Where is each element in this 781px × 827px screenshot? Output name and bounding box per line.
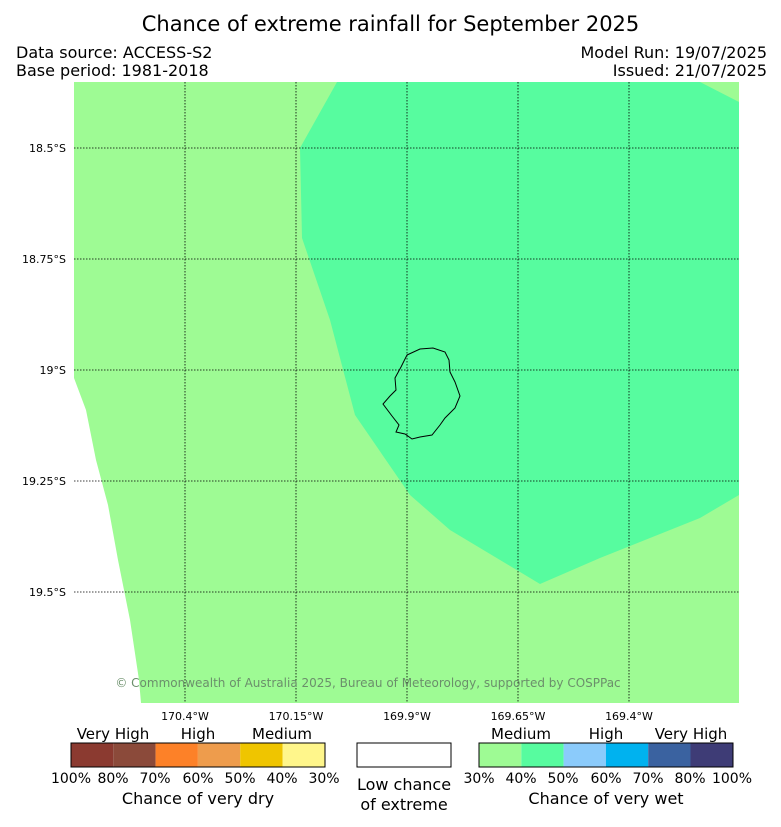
issued-date: Issued: 21/07/2025 bbox=[612, 61, 767, 80]
legend-dry-tick: 40% bbox=[266, 771, 297, 787]
legend-wet-frame bbox=[478, 742, 734, 768]
legend-low: Low chance of extreme bbox=[356, 742, 452, 814]
legend-wet-tick: 30% bbox=[463, 771, 494, 787]
legend-wet-tick: 40% bbox=[505, 771, 536, 787]
legend-wet-swatch bbox=[690, 743, 733, 767]
legend-dry-header: Very High bbox=[77, 725, 150, 743]
legend-wet-title: Chance of very wet bbox=[528, 789, 683, 808]
legend-wet-swatch bbox=[479, 743, 522, 767]
legend-dry: Very High High Medium 100% 80% 70% 60% 5… bbox=[51, 725, 340, 808]
longitude-labels: 170.4°W 170.15°W 169.9°W 169.65°W 169.4°… bbox=[161, 710, 653, 723]
legend-wet-tick: 70% bbox=[632, 771, 663, 787]
legend-dry-swatch bbox=[113, 743, 156, 767]
legend-wet-swatch bbox=[605, 743, 649, 767]
base-period: Base period: 1981-2018 bbox=[16, 61, 209, 80]
legend-wet-tick: 80% bbox=[674, 771, 705, 787]
legend-wet-header: High bbox=[589, 725, 623, 743]
legend-wet-tick: 60% bbox=[590, 771, 621, 787]
legend-wet-header: Medium bbox=[491, 725, 551, 743]
data-source: Data source: ACCESS-S2 bbox=[16, 43, 213, 62]
lat-label: 19.25°S bbox=[22, 475, 66, 488]
latitude-labels: 18.5°S 18.75°S 19°S 19.25°S 19.5°S bbox=[22, 142, 66, 599]
copyright-notice: © Commonwealth of Australia 2025, Bureau… bbox=[115, 676, 620, 690]
legend-dry-tick: 50% bbox=[224, 771, 255, 787]
legend-wet-header: Very High bbox=[655, 725, 728, 743]
lon-label: 169.65°W bbox=[491, 710, 546, 723]
legend-dry-tick: 60% bbox=[182, 771, 213, 787]
legend-dry-swatch bbox=[282, 743, 325, 767]
meta-right: Model Run: 19/07/2025 Issued: 21/07/2025 bbox=[581, 44, 768, 80]
legend-dry-swatch bbox=[71, 743, 114, 767]
lat-label: 19.5°S bbox=[29, 586, 66, 599]
page-title: Chance of extreme rainfall for September… bbox=[141, 12, 640, 36]
legend-low-swatch bbox=[356, 742, 452, 768]
legend-dry-tick: 30% bbox=[308, 771, 339, 787]
legend-wet-tick: 50% bbox=[547, 771, 578, 787]
legend-wet: Medium High Very High 30% 40% 50% 60% 70… bbox=[463, 725, 752, 808]
lon-label: 170.4°W bbox=[161, 710, 209, 723]
legend-dry-swatch bbox=[240, 743, 283, 767]
legend-wet-swatch bbox=[648, 743, 691, 767]
lon-label: 169.4°W bbox=[605, 710, 653, 723]
legend-dry-tick: 70% bbox=[139, 771, 170, 787]
legend-dry-title: Chance of very dry bbox=[122, 789, 274, 808]
legend-dry-header: High bbox=[181, 725, 215, 743]
legend-low-title: Low chance bbox=[357, 775, 451, 794]
legend-dry-tick: 100% bbox=[51, 771, 91, 787]
legend-dry-tick: 80% bbox=[97, 771, 128, 787]
legend-dry-swatch bbox=[197, 743, 241, 767]
meta-left: Data source: ACCESS-S2 Base period: 1981… bbox=[16, 44, 212, 80]
legend-wet-swatch bbox=[563, 743, 606, 767]
lat-label: 19°S bbox=[40, 364, 66, 377]
lat-label: 18.5°S bbox=[29, 142, 66, 155]
model-run: Model Run: 19/07/2025 bbox=[580, 43, 768, 62]
ocean-white-left bbox=[74, 378, 141, 703]
grid-lines bbox=[74, 82, 739, 703]
lat-label: 18.75°S bbox=[22, 253, 66, 266]
legend-dry-swatch bbox=[155, 743, 198, 767]
legend-low-title: of extreme bbox=[360, 795, 447, 814]
legend-wet-swatch bbox=[521, 743, 564, 767]
legend-dry-header: Medium bbox=[252, 725, 312, 743]
lon-label: 169.9°W bbox=[383, 710, 431, 723]
legend-wet-tick: 100% bbox=[712, 771, 752, 787]
niue-island-outline bbox=[382, 347, 461, 440]
legend-dry-frame bbox=[70, 742, 326, 768]
lon-label: 170.15°W bbox=[269, 710, 324, 723]
